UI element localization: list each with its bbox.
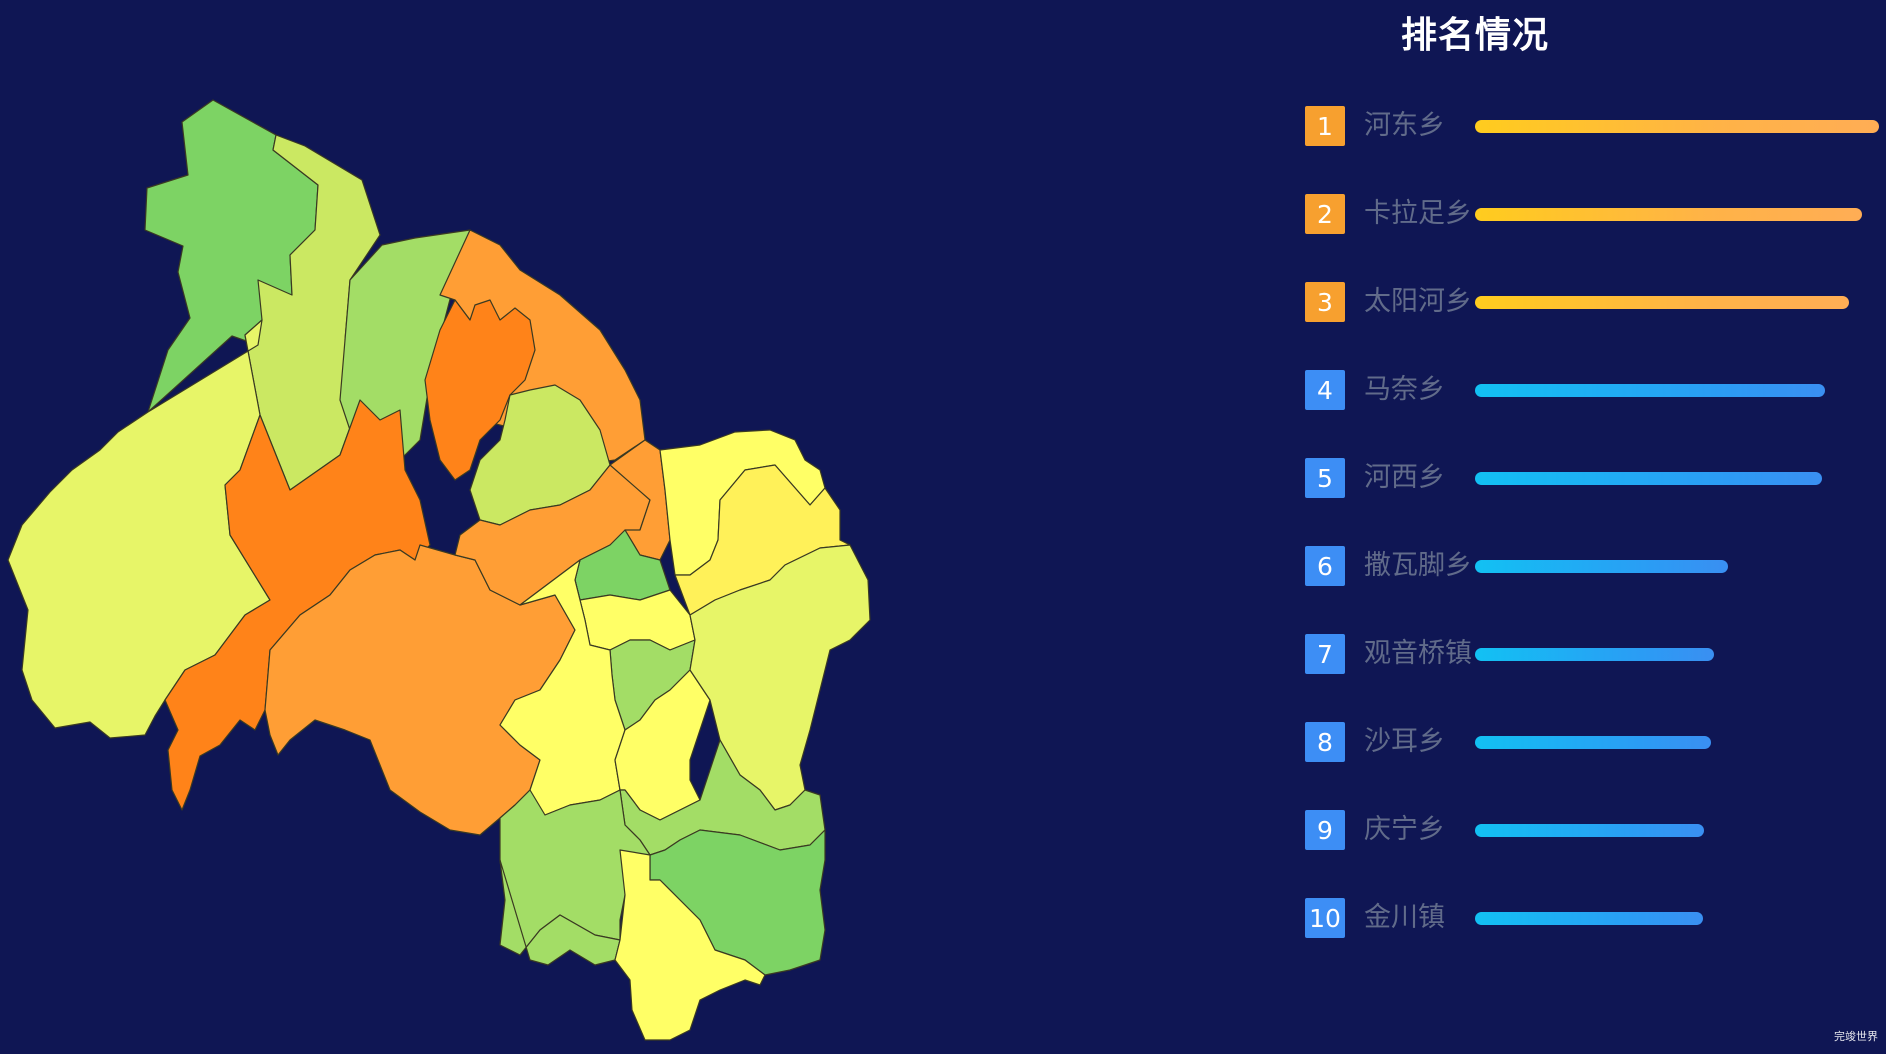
rank-name: 河东乡 bbox=[1364, 110, 1445, 141]
rank-bar bbox=[1475, 824, 1704, 837]
rank-bar bbox=[1475, 296, 1849, 309]
rank-badge: 4 bbox=[1305, 370, 1345, 410]
map-region[interactable] bbox=[614, 849, 766, 1041]
rank-bar bbox=[1475, 736, 1711, 749]
rank-row: 9 庆宁乡 bbox=[1305, 808, 1885, 852]
rank-badge: 1 bbox=[1305, 106, 1345, 146]
rank-badge: 6 bbox=[1305, 546, 1345, 586]
rank-name: 观音桥镇 bbox=[1364, 638, 1472, 669]
rank-name: 太阳河乡 bbox=[1364, 286, 1472, 317]
rank-row: 5 河西乡 bbox=[1305, 456, 1885, 500]
watermark: 完竣世界 bbox=[1834, 1030, 1878, 1043]
rank-row: 7 观音桥镇 bbox=[1305, 632, 1885, 676]
rank-row: 4 马奈乡 bbox=[1305, 368, 1885, 412]
panel-title: 排名情况 bbox=[1400, 15, 1549, 56]
rank-row: 10 金川镇 bbox=[1305, 896, 1885, 940]
rank-bar bbox=[1475, 208, 1862, 221]
rank-name: 沙耳乡 bbox=[1364, 726, 1445, 757]
rank-badge: 10 bbox=[1305, 898, 1345, 938]
rank-badge: 7 bbox=[1305, 634, 1345, 674]
rank-bar bbox=[1475, 912, 1703, 925]
region-map bbox=[7, 99, 871, 1041]
rank-name: 卡拉足乡 bbox=[1364, 198, 1472, 229]
rank-name: 河西乡 bbox=[1364, 462, 1445, 493]
rank-badge: 8 bbox=[1305, 722, 1345, 762]
rank-bar bbox=[1475, 384, 1825, 397]
rank-badge: 9 bbox=[1305, 810, 1345, 850]
rank-name: 庆宁乡 bbox=[1364, 814, 1445, 845]
map-region[interactable] bbox=[424, 299, 536, 481]
rank-row: 3 太阳河乡 bbox=[1305, 280, 1885, 324]
rank-bar bbox=[1475, 560, 1728, 573]
rank-row: 6 撒瓦脚乡 bbox=[1305, 544, 1885, 588]
rank-bar bbox=[1475, 472, 1822, 485]
rank-badge: 2 bbox=[1305, 194, 1345, 234]
rank-row: 1 河东乡 bbox=[1305, 104, 1885, 148]
rank-row: 8 沙耳乡 bbox=[1305, 720, 1885, 764]
map-region[interactable] bbox=[499, 859, 621, 966]
rank-name: 金川镇 bbox=[1364, 902, 1445, 933]
rank-badge: 3 bbox=[1305, 282, 1345, 322]
rank-badge: 5 bbox=[1305, 458, 1345, 498]
rank-name: 马奈乡 bbox=[1364, 374, 1445, 405]
rank-bar bbox=[1475, 120, 1879, 133]
rank-name: 撒瓦脚乡 bbox=[1364, 550, 1472, 581]
rank-bar bbox=[1475, 648, 1714, 661]
map-region[interactable] bbox=[689, 544, 871, 811]
rank-row: 2 卡拉足乡 bbox=[1305, 192, 1885, 236]
